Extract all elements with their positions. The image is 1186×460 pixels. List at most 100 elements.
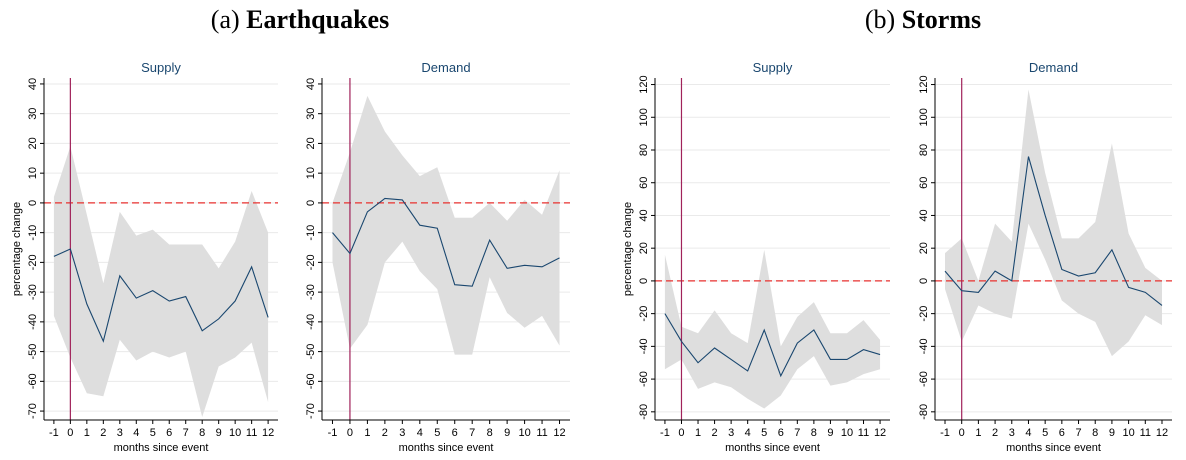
y-tick-label: -10: [27, 225, 39, 241]
x-tick-label: 0: [67, 427, 73, 439]
x-tick-label: 3: [399, 427, 405, 439]
y-tick-label: -30: [27, 284, 39, 300]
x-tick-label: 11: [1140, 427, 1151, 439]
x-tick-label: 2: [100, 427, 106, 439]
y-tick-label: -30: [305, 284, 317, 300]
y-tick-label: 40: [638, 209, 650, 221]
x-tick-label: 10: [841, 427, 853, 439]
x-tick-label: 5: [434, 427, 440, 439]
y-tick-label: -70: [27, 403, 39, 419]
x-tick-label: 4: [745, 427, 751, 439]
x-tick-label: 8: [811, 427, 817, 439]
x-tick-label: 1: [84, 427, 90, 439]
x-tick-label: 7: [794, 427, 800, 439]
y-tick-label: 80: [918, 144, 930, 156]
x-tick-label: 2: [712, 427, 718, 439]
x-tick-label: 9: [827, 427, 833, 439]
x-tick-label: 4: [417, 427, 423, 439]
y-axis-label: percentage change: [622, 202, 634, 296]
y-tick-label: -50: [27, 344, 39, 360]
y-tick-label: -80: [918, 404, 930, 420]
y-tick-label: -70: [305, 403, 317, 419]
y-tick-label: 40: [27, 78, 39, 90]
x-tick-label: 1: [364, 427, 370, 439]
y-tick-label: -20: [638, 306, 650, 322]
x-tick-label: 8: [1092, 427, 1098, 439]
y-axis-label: percentage change: [11, 202, 23, 296]
panel-title: Supply: [753, 60, 793, 75]
x-tick-label: 6: [452, 427, 458, 439]
panel-title: Supply: [141, 60, 181, 75]
x-tick-label: 11: [246, 427, 257, 439]
y-tick-label: 120: [918, 75, 930, 93]
y-tick-label: 30: [305, 108, 317, 120]
confidence-band: [664, 249, 881, 409]
y-tick-label: 30: [27, 108, 39, 120]
x-tick-label: -1: [940, 427, 950, 439]
y-tick-label: 0: [638, 278, 650, 284]
y-tick-label: -20: [27, 254, 39, 270]
estimate-line: [53, 248, 269, 343]
y-tick-label: -20: [305, 254, 317, 270]
y-tick-label: -50: [305, 344, 317, 360]
y-tick-label: 0: [27, 200, 39, 206]
y-tick-label: 40: [305, 78, 317, 90]
confidence-band: [332, 95, 560, 355]
y-tick-label: -60: [27, 373, 39, 389]
group-label: (a): [211, 5, 240, 34]
y-tick-label: 40: [918, 209, 930, 221]
y-tick-label: 60: [918, 177, 930, 189]
y-tick-label: -40: [27, 314, 39, 330]
group-title: (b) Storms: [865, 5, 981, 34]
x-tick-label: 10: [518, 427, 530, 439]
y-tick-label: 60: [638, 177, 650, 189]
estimate-line: [332, 197, 560, 287]
x-tick-label: 11: [536, 427, 547, 439]
x-axis-label: months since event: [725, 442, 820, 454]
x-axis-label: months since event: [1006, 442, 1101, 454]
x-tick-label: 5: [150, 427, 156, 439]
panel-title: Demand: [1029, 60, 1078, 75]
estimate-line: [664, 313, 881, 378]
estimate-line: [944, 156, 1163, 306]
x-tick-label: 12: [1156, 427, 1168, 439]
x-tick-label: 7: [1075, 427, 1081, 439]
y-tick-label: -60: [918, 371, 930, 387]
y-tick-label: -40: [305, 314, 317, 330]
x-tick-label: 8: [199, 427, 205, 439]
y-tick-label: 100: [918, 108, 930, 126]
x-tick-label: 3: [117, 427, 123, 439]
y-tick-label: -60: [305, 373, 317, 389]
x-tick-label: 6: [166, 427, 172, 439]
y-tick-label: 10: [305, 167, 317, 179]
y-tick-label: 10: [27, 167, 39, 179]
group-label: (b): [865, 5, 895, 34]
x-tick-label: 2: [992, 427, 998, 439]
y-tick-label: 20: [918, 242, 930, 254]
x-tick-label: 6: [1059, 427, 1065, 439]
x-axis-label: months since event: [114, 442, 209, 454]
group-title: (a) Earthquakes: [211, 5, 389, 34]
x-tick-label: 2: [382, 427, 388, 439]
y-tick-label: 20: [305, 137, 317, 149]
x-axis-label: months since event: [399, 442, 494, 454]
x-tick-label: 9: [216, 427, 222, 439]
group-name: Storms: [902, 5, 981, 34]
x-tick-label: 7: [183, 427, 189, 439]
x-tick-label: 10: [1122, 427, 1134, 439]
x-tick-label: 4: [133, 427, 139, 439]
x-tick-label: 1: [975, 427, 981, 439]
x-tick-label: 4: [1025, 427, 1031, 439]
y-tick-label: 0: [305, 200, 317, 206]
y-tick-label: 120: [638, 75, 650, 93]
confidence-band: [945, 89, 1162, 357]
x-tick-label: 5: [761, 427, 767, 439]
x-tick-label: 1: [695, 427, 701, 439]
y-tick-label: 0: [918, 278, 930, 284]
x-tick-label: 7: [469, 427, 475, 439]
y-tick-label: -20: [918, 306, 930, 322]
confidence-band: [53, 146, 269, 418]
x-tick-label: 11: [858, 427, 869, 439]
x-tick-label: 10: [229, 427, 241, 439]
